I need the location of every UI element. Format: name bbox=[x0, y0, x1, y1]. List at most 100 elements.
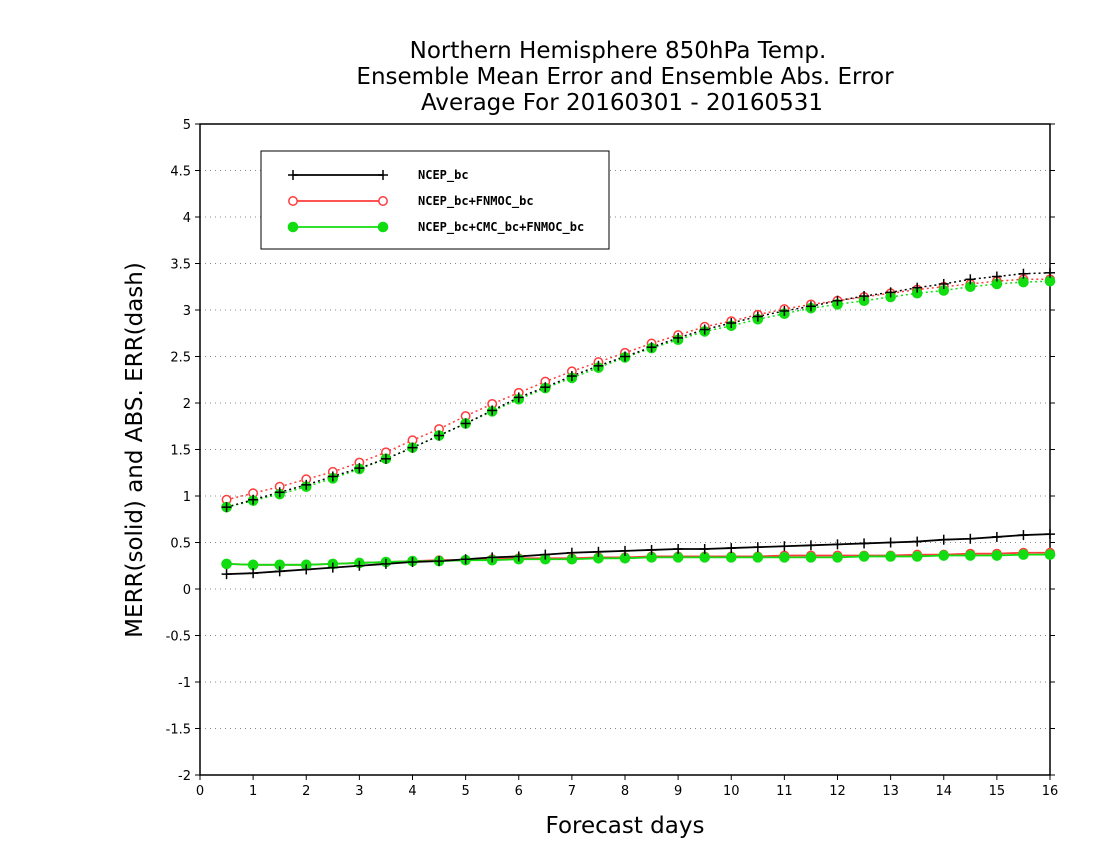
merr-point bbox=[1044, 549, 1056, 560]
y-tick-label: 4 bbox=[183, 211, 191, 226]
merr-point bbox=[699, 552, 710, 563]
merr-point bbox=[248, 568, 259, 579]
legend-marker bbox=[378, 170, 388, 180]
abs-err-point bbox=[380, 453, 391, 464]
merr-point bbox=[699, 544, 710, 555]
x-tick-label: 8 bbox=[621, 784, 629, 799]
x-tick-label: 14 bbox=[935, 784, 952, 799]
legend-marker bbox=[288, 170, 298, 180]
abs-err-point bbox=[487, 405, 498, 416]
y-tick-label: 3.5 bbox=[170, 258, 191, 273]
chart-title: Northern Hemisphere 850hPa Temp. Ensembl… bbox=[356, 38, 894, 116]
abs-err-point bbox=[354, 463, 365, 474]
abs-err-point bbox=[327, 471, 338, 482]
merr-point bbox=[672, 552, 684, 563]
x-tick-label: 1 bbox=[249, 784, 257, 799]
x-tick-label: 12 bbox=[829, 784, 846, 799]
merr-point bbox=[779, 541, 790, 552]
merr-point bbox=[460, 554, 471, 565]
abs-err-point bbox=[540, 382, 551, 393]
y-tick-label: -1.5 bbox=[166, 723, 191, 738]
legend-label: NCEP_bc+FNMOC_bc bbox=[418, 194, 534, 209]
merr-point bbox=[726, 543, 737, 554]
merr-point bbox=[301, 564, 312, 575]
abs-err-point bbox=[965, 274, 976, 285]
y-tick-label: -2 bbox=[178, 769, 191, 784]
abs-err-line bbox=[226, 280, 1051, 508]
merr-point bbox=[885, 537, 896, 548]
legend-marker bbox=[287, 221, 299, 233]
merr-point bbox=[779, 552, 790, 563]
merr-point bbox=[965, 533, 976, 544]
abs-err-point bbox=[1044, 275, 1056, 287]
series-markers-2 bbox=[221, 275, 1056, 571]
abs-err-point bbox=[699, 324, 710, 335]
gridlines bbox=[200, 170, 1050, 729]
merr-point bbox=[593, 546, 604, 557]
legend-label: NCEP_bc bbox=[418, 168, 469, 183]
abs-err-point bbox=[1045, 267, 1055, 278]
series-0 bbox=[226, 272, 1051, 576]
y-tick-label: 2.5 bbox=[170, 351, 191, 366]
merr-point bbox=[725, 552, 737, 563]
abs-err-point bbox=[274, 487, 285, 498]
abs-err-line bbox=[226, 278, 1050, 501]
y-tick-label: 0 bbox=[183, 583, 191, 598]
abs-err-point bbox=[805, 301, 816, 312]
abs-err-point bbox=[646, 342, 657, 353]
legend-marker bbox=[378, 196, 388, 206]
merr-point bbox=[832, 539, 843, 550]
x-tick-label: 7 bbox=[568, 784, 576, 799]
merr-point bbox=[991, 531, 1002, 542]
abs-err-point bbox=[938, 278, 949, 289]
legend-marker bbox=[377, 221, 389, 233]
x-tick-label: 16 bbox=[1042, 784, 1059, 799]
x-tick-label: 2 bbox=[302, 784, 310, 799]
x-tick-label: 11 bbox=[776, 784, 793, 799]
y-tick-label: -0.5 bbox=[166, 630, 191, 645]
abs-err-point bbox=[593, 360, 604, 371]
series-markers-1 bbox=[221, 274, 1055, 570]
x-tick-label: 6 bbox=[515, 784, 523, 799]
merr-point bbox=[912, 536, 923, 547]
y-tick-label: 1.5 bbox=[170, 444, 191, 459]
axes: -2-1.5-1-0.500.511.522.533.544.550 1 2 3 4 5 6… bbox=[166, 118, 1059, 799]
merr-point bbox=[566, 547, 577, 558]
y-axis-label: MERR(solid) and ABS. ERR(dash) bbox=[122, 262, 148, 638]
series-1 bbox=[226, 278, 1050, 566]
merr-point bbox=[885, 551, 896, 562]
title-line-1: Northern Hemisphere 850hPa Temp. bbox=[410, 38, 827, 64]
merr-point bbox=[752, 552, 764, 563]
merr-point bbox=[965, 550, 976, 561]
merr-point bbox=[673, 544, 684, 555]
abs-err-point bbox=[673, 332, 684, 343]
y-tick-label: -1 bbox=[178, 676, 191, 691]
merr-point bbox=[380, 558, 391, 569]
abs-err-point bbox=[1018, 276, 1029, 288]
merr-point bbox=[407, 557, 418, 568]
merr-point bbox=[805, 552, 817, 563]
x-tick-label: 0 bbox=[196, 784, 204, 799]
merr-point bbox=[752, 542, 763, 553]
abs-err-point bbox=[779, 305, 790, 316]
merr-point bbox=[221, 558, 232, 570]
y-tick-label: 3 bbox=[183, 304, 191, 319]
x-tick-label: 10 bbox=[723, 784, 740, 799]
merr-point bbox=[805, 540, 816, 551]
series-2 bbox=[226, 280, 1051, 566]
merr-point bbox=[221, 569, 232, 580]
title-line-2: Ensemble Mean Error and Ensemble Abs. Er… bbox=[356, 64, 894, 90]
x-tick-label: 4 bbox=[408, 784, 416, 799]
merr-point bbox=[859, 538, 870, 549]
abs-err-point bbox=[513, 392, 524, 403]
y-tick-label: 5 bbox=[183, 118, 191, 133]
x-tick-label: 5 bbox=[461, 784, 469, 799]
abs-err-point bbox=[407, 442, 418, 453]
abs-err-point bbox=[752, 311, 763, 322]
abs-err-point bbox=[566, 371, 577, 382]
merr-point bbox=[620, 545, 630, 556]
merr-point bbox=[646, 544, 657, 555]
legend: NCEP_bc NCEP_bc+FNMOC_bc NCEP_bc+CMC_bc+FN… bbox=[260, 150, 610, 250]
